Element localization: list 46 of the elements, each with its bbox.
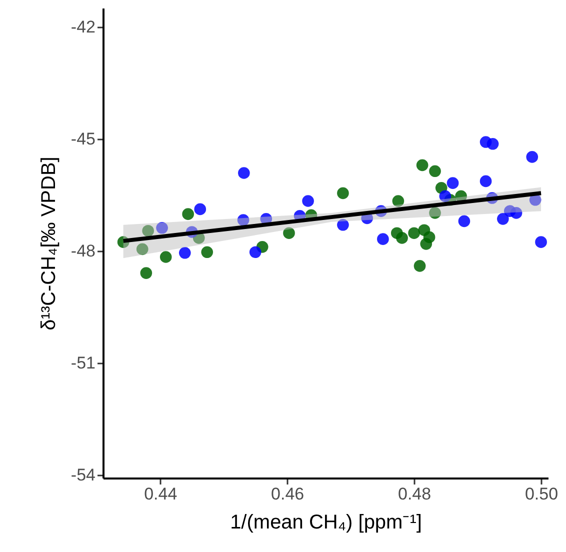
point — [136, 243, 148, 256]
point — [249, 246, 262, 258]
point — [194, 203, 206, 216]
point — [201, 246, 214, 258]
point — [439, 190, 452, 202]
point — [377, 233, 389, 245]
point — [446, 177, 459, 189]
point — [182, 208, 194, 220]
point — [142, 224, 154, 237]
point — [238, 167, 250, 179]
point — [396, 232, 408, 244]
point — [535, 236, 547, 248]
y-tick-label: -48 — [70, 242, 96, 261]
point — [497, 213, 509, 225]
x-tick-label: 0.48 — [398, 484, 432, 504]
point — [414, 260, 426, 272]
point — [455, 190, 467, 202]
x-tick-label: 0.46 — [271, 484, 304, 504]
point — [156, 222, 168, 234]
point — [420, 238, 432, 250]
point — [429, 207, 441, 219]
y-axis-title: δ¹³C-CH₄[‰ VPDB] — [38, 156, 60, 330]
point — [140, 267, 152, 279]
point — [160, 251, 172, 263]
x-tick-label: 0.50 — [524, 484, 558, 504]
point — [429, 165, 441, 178]
point — [408, 227, 420, 240]
x-tick-label: 0.44 — [144, 484, 178, 504]
point — [526, 151, 538, 163]
point — [337, 187, 349, 200]
point — [337, 218, 349, 231]
point — [392, 195, 404, 207]
point — [416, 159, 428, 172]
x-axis-title: 1/(mean CH₄) [ppm⁻¹] — [230, 512, 422, 534]
point — [237, 214, 250, 226]
point — [302, 195, 314, 207]
point — [486, 138, 499, 150]
point — [178, 246, 191, 259]
point — [283, 227, 295, 240]
point — [458, 215, 470, 228]
point — [480, 175, 492, 188]
y-tick-label: -54 — [70, 466, 96, 485]
y-tick-label: -51 — [70, 354, 96, 373]
y-tick-label: -45 — [70, 130, 96, 149]
point — [510, 207, 522, 219]
y-tick-label: -42 — [70, 18, 96, 37]
